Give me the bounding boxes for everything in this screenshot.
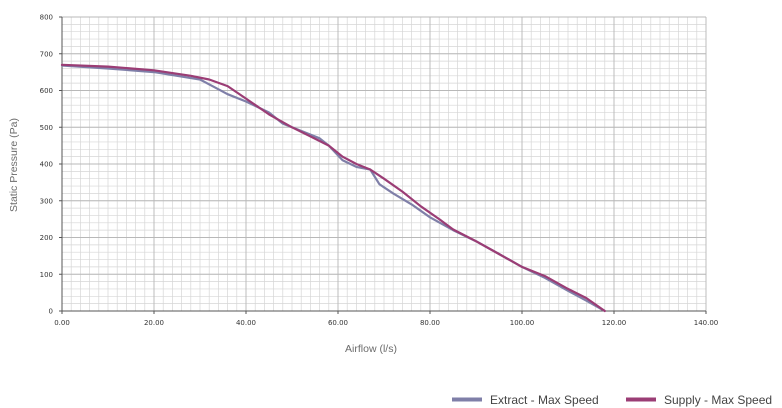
tick-labels: 0.00 20.00 40.00 60.00 80.00 100.00 120.00 140.… (40, 14, 719, 328)
series-group (60, 63, 606, 313)
y-tick-label: 700 (40, 50, 53, 58)
x-tick-label: 60.00 (328, 319, 348, 327)
y-tick-label: 600 (40, 87, 53, 95)
y-tick-label: 300 (40, 197, 53, 205)
series-line-supply (60, 63, 606, 313)
y-tick-label: 200 (40, 234, 53, 242)
axes (59, 16, 707, 314)
x-axis-title: Airflow (l/s) (345, 343, 397, 355)
legend-label-supply: Supply - Max Speed (664, 393, 772, 407)
y-axis-title: Static Pressure (Pa) (8, 118, 20, 212)
x-tick-label: 120.00 (602, 319, 627, 327)
grid (61, 16, 707, 312)
y-tick-label: 0 (49, 308, 53, 316)
y-tick-label: 100 (40, 271, 53, 279)
x-tick-label: 80.00 (420, 319, 440, 327)
legend-item-supply: Supply - Max Speed (626, 393, 772, 407)
y-tick-label: 500 (40, 124, 53, 132)
x-tick-label: 20.00 (144, 319, 164, 327)
legend-label-extract: Extract - Max Speed (490, 393, 599, 407)
x-tick-label: 40.00 (236, 319, 256, 327)
legend-item-extract: Extract - Max Speed (452, 393, 599, 407)
legend-swatch-extract (452, 397, 482, 402)
legend: Extract - Max Speed Supply - Max Speed (452, 393, 772, 407)
y-tick-label: 800 (40, 14, 53, 22)
x-tick-label: 100.00 (510, 319, 535, 327)
x-tick-label: 0.00 (54, 319, 70, 327)
x-tick-label: 140.00 (694, 319, 719, 327)
legend-swatch-supply (626, 397, 656, 402)
y-tick-label: 400 (40, 161, 53, 169)
